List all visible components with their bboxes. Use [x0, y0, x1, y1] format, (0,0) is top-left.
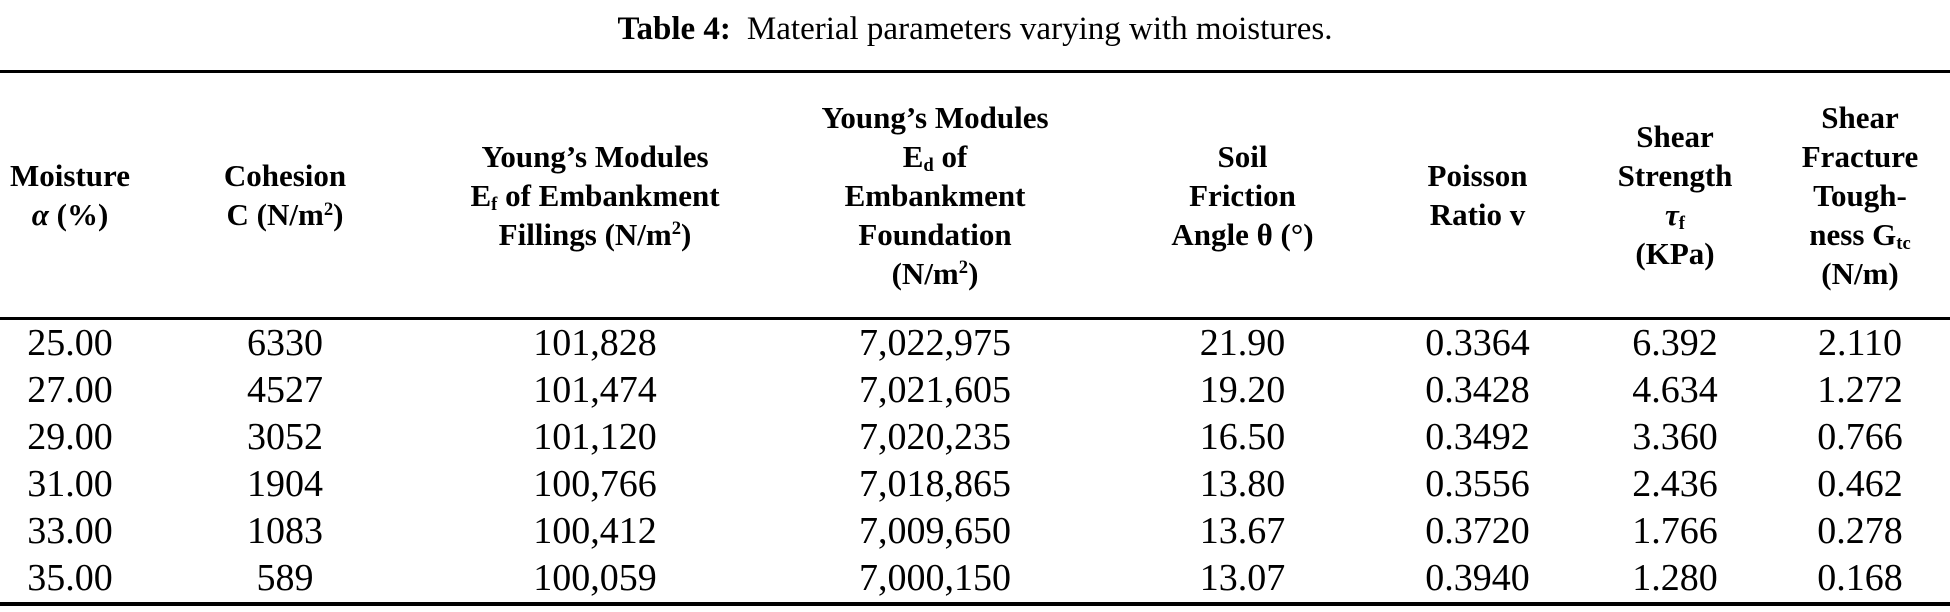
cell-soil-friction-angle-row-1: 21.90 — [1199, 322, 1286, 364]
cell-youngs-modules-fillings-row-6: 100,059 — [533, 557, 657, 599]
column-header-cohesion: Cohesion C (N/m2) — [140, 72, 430, 319]
cell-cohesion-row-2: 4527 — [247, 369, 323, 411]
cell-youngs-modules-fillings-row-3: 101,120 — [533, 416, 657, 458]
cell-shear-strength-row-6: 1.280 — [1632, 557, 1718, 599]
cell-youngs-modules-fillings-row-4: 100,766 — [533, 463, 657, 505]
cell-shear-fracture-toughness-row-4: 0.462 — [1817, 463, 1903, 505]
cell-youngs-modules-foundation-row-1: 7,022,975 — [859, 322, 1011, 364]
cell-soil-friction-angle-row-4: 13.80 — [1199, 463, 1286, 505]
cell-poisson-ratio-row-4: 0.3556 — [1425, 463, 1530, 505]
cell-shear-fracture-toughness-row-5: 0.278 — [1817, 510, 1903, 552]
table-row-6: 35.00 589 100,059 7,000,150 13.07 0.3940 1.280… — [0, 555, 1950, 604]
cell-shear-strength-row-4: 2.436 — [1632, 463, 1718, 505]
header-line: Young’s Modules — [481, 138, 709, 174]
cell-shear-fracture-toughness-row-1: 2.110 — [1817, 322, 1903, 364]
cell-poisson-ratio-row-3: 0.3492 — [1425, 416, 1530, 458]
cell-youngs-modules-foundation-row-5: 7,009,650 — [859, 510, 1011, 552]
table-header: Moisture α (%) Cohesion C (N/m2) Young’s Mod… — [0, 71, 1950, 319]
table-header-row: Moisture α (%) Cohesion C (N/m2) Young’s Mod… — [0, 71, 1950, 319]
cell-poisson-ratio-row-5: 0.3720 — [1425, 510, 1530, 552]
table-row-3: 29.00 3052 101,120 7,020,235 16.50 0.3492 3.36… — [0, 414, 1950, 461]
cell-shear-fracture-toughness-row-6: 0.168 — [1817, 557, 1903, 599]
column-header-youngs-modules-foundation: Young’s Modules Ed of Embankment Foundation… — [760, 72, 1110, 319]
cell-moisture-row-5: 33.00 — [27, 510, 113, 552]
cell-soil-friction-angle-row-6: 13.07 — [1199, 557, 1286, 599]
cell-poisson-ratio-row-2: 0.3428 — [1425, 369, 1530, 411]
header-line: Moisture — [10, 158, 130, 193]
column-header-youngs-modules-fillings: Young’s Modules Ef of Embankment Fillings … — [430, 72, 760, 319]
table-body: 25.00 6330 101,828 7,022,975 21.90 0.3364 6.39… — [0, 319, 1950, 605]
column-header-soil-friction-angle: Soil Friction Angle θ (°) — [1110, 72, 1375, 319]
cell-youngs-modules-fillings-row-5: 100,412 — [533, 510, 657, 552]
cell-youngs-modules-foundation-row-4: 7,018,865 — [859, 463, 1011, 505]
header-line: ness Gtc — [1809, 216, 1911, 254]
header-line: Strength — [1617, 158, 1733, 193]
header-line: Ef of Embankment — [470, 177, 720, 215]
header-line: Foundation — [858, 216, 1012, 252]
cell-cohesion-row-1: 6330 — [247, 322, 323, 364]
table-caption: Table 4: Material parameters varying with… — [0, 0, 1950, 70]
column-header-poisson-ratio: Poisson Ratio v — [1375, 72, 1580, 319]
header-line: α (%) — [31, 197, 109, 232]
header-line: Cohesion — [223, 158, 347, 193]
cell-youngs-modules-foundation-row-2: 7,021,605 — [859, 369, 1011, 411]
header-line: Friction — [1189, 177, 1296, 213]
table-row-4: 31.00 1904 100,766 7,018,865 13.80 0.3556 2.43… — [0, 461, 1950, 508]
cell-shear-fracture-toughness-row-3: 0.766 — [1817, 416, 1903, 458]
table-row-2: 27.00 4527 101,474 7,021,605 19.20 0.3428 4.63… — [0, 367, 1950, 414]
header-line: Tough- — [1813, 177, 1907, 213]
cell-shear-strength-row-1: 6.392 — [1632, 322, 1718, 364]
cell-moisture-row-3: 29.00 — [27, 416, 113, 458]
cell-youngs-modules-fillings-row-1: 101,828 — [533, 322, 657, 364]
cell-moisture-row-2: 27.00 — [27, 369, 113, 411]
cell-soil-friction-angle-row-2: 19.20 — [1199, 369, 1286, 411]
header-line: Soil — [1217, 138, 1268, 174]
cell-cohesion-row-3: 3052 — [247, 416, 323, 458]
header-line: C (N/m2) — [226, 197, 344, 232]
header-line: (KPa) — [1635, 236, 1715, 271]
header-line: Shear — [1636, 119, 1714, 154]
table-caption-text: Material parameters varying with moistur… — [746, 11, 1333, 47]
header-line: Ratio v — [1429, 197, 1526, 232]
table-row-5: 33.00 1083 100,412 7,009,650 13.67 0.3720 1.76… — [0, 508, 1950, 555]
cell-shear-strength-row-2: 4.634 — [1632, 369, 1718, 411]
table-row-1: 25.00 6330 101,828 7,022,975 21.90 0.3364 6.39… — [0, 319, 1950, 368]
cell-moisture-row-4: 31.00 — [27, 463, 113, 505]
material-parameters-table: Moisture α (%) Cohesion C (N/m2) Young’s Mod… — [0, 70, 1950, 606]
header-line: Poisson — [1427, 158, 1528, 193]
header-line: Embankment — [844, 177, 1026, 213]
cell-soil-friction-angle-row-3: 16.50 — [1199, 416, 1286, 458]
cell-soil-friction-angle-row-5: 13.67 — [1199, 510, 1286, 552]
cell-shear-strength-row-5: 1.766 — [1632, 510, 1718, 552]
cell-moisture-row-1: 25.00 — [27, 322, 113, 364]
table-caption-label: Table 4: — [617, 11, 731, 47]
column-header-shear-strength: Shear Strength τf (KPa) — [1580, 72, 1770, 319]
column-header-shear-fracture-toughness: Shear Fracture Tough-ness Gtc (N/m) — [1770, 72, 1950, 319]
header-line: (N/m) — [1821, 255, 1899, 291]
header-line: Young’s Modules — [821, 99, 1049, 135]
cell-youngs-modules-foundation-row-6: 7,000,150 — [859, 557, 1011, 599]
header-line: Fracture — [1801, 138, 1919, 174]
cell-poisson-ratio-row-6: 0.3940 — [1425, 557, 1530, 599]
header-line: Ed of — [902, 138, 968, 176]
column-header-moisture: Moisture α (%) — [0, 72, 140, 319]
cell-shear-strength-row-3: 3.360 — [1632, 416, 1718, 458]
cell-youngs-modules-foundation-row-3: 7,020,235 — [859, 416, 1011, 458]
cell-youngs-modules-fillings-row-2: 101,474 — [533, 369, 657, 411]
cell-cohesion-row-4: 1904 — [247, 463, 323, 505]
cell-cohesion-row-6: 589 — [256, 557, 314, 599]
cell-moisture-row-6: 35.00 — [27, 557, 113, 599]
header-line: Fillings (N/m2) — [498, 216, 692, 252]
header-line: τf — [1665, 197, 1685, 235]
header-line: Shear — [1821, 99, 1899, 135]
cell-cohesion-row-5: 1083 — [247, 510, 323, 552]
header-line: Angle θ (°) — [1171, 216, 1314, 252]
header-line: (N/m2) — [891, 255, 979, 291]
cell-shear-fracture-toughness-row-2: 1.272 — [1817, 369, 1903, 411]
cell-poisson-ratio-row-1: 0.3364 — [1425, 322, 1530, 364]
